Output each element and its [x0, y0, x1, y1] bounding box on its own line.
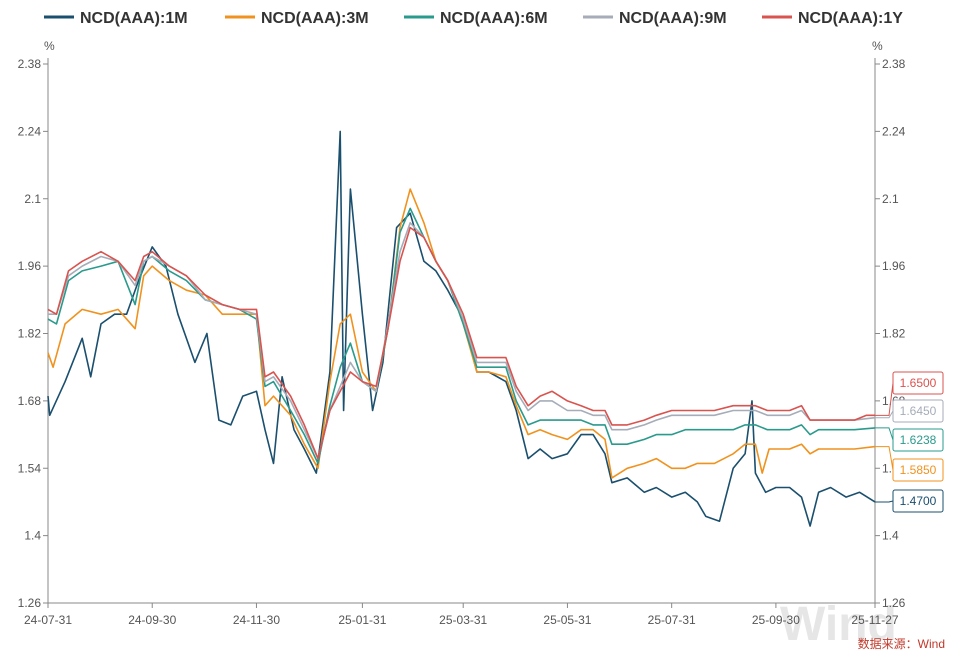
end-label-value: 1.6500 [900, 376, 937, 390]
y-unit-left: % [44, 39, 55, 53]
end-labels: 1.4700 1.5850 1.6238 1.6450 1.6500 [875, 371, 944, 513]
end-label-box [892, 489, 944, 513]
end-label-value: 1.4700 [900, 494, 937, 508]
legend-label: NCD(AAA):1M [80, 10, 188, 27]
y-tick-label-right: 1.26 [882, 596, 906, 610]
y-tick-label-left: 1.96 [18, 259, 42, 273]
x-tick-label: 25-01-31 [338, 613, 386, 627]
end-label-leader [875, 427, 894, 441]
legend: NCD(AAA):1M NCD(AAA):3M NCD(AAA):6M NCD(AAA… [44, 10, 903, 27]
source-note: 数据来源：Wind [858, 636, 945, 651]
legend-label: NCD(AAA):1Y [798, 10, 903, 27]
end-label-value: 1.5850 [900, 463, 937, 477]
y-tick-label-right: 1.4 [882, 529, 899, 543]
y-tick-label-left: 1.26 [18, 596, 42, 610]
end-label-box [892, 371, 944, 395]
x-tick-label: 24-11-30 [233, 613, 280, 627]
end-label-box [892, 428, 944, 452]
y-tick-label-left: 2.1 [24, 192, 41, 206]
axes: 1.261.261.41.41.541.541.681.681.821.821.… [18, 57, 906, 627]
series-line [47, 207, 876, 465]
y-tick-label-left: 1.68 [18, 394, 42, 408]
end-label-leader [875, 446, 894, 471]
x-tick-label: 24-07-31 [24, 613, 72, 627]
y-tick-label-right: 1.82 [882, 327, 906, 341]
series-line [47, 226, 875, 460]
x-tick-label: 25-09-30 [752, 613, 800, 627]
end-label-leader [875, 410, 894, 419]
series-line [47, 130, 876, 527]
y-unit-right: % [872, 39, 883, 53]
y-tick-label-right: 2.24 [882, 124, 906, 138]
watermark: Wind [780, 598, 897, 651]
x-tick-label: 24-09-30 [128, 613, 176, 627]
end-label-leader [875, 500, 894, 503]
y-tick-label-left: 2.38 [18, 57, 42, 71]
end-label-leader [875, 382, 894, 416]
end-label-value: 1.6238 [900, 433, 937, 447]
legend-label: NCD(AAA):9M [619, 10, 727, 27]
x-tick-label: 25-05-31 [543, 613, 591, 627]
series-layer [47, 130, 876, 527]
series-line [48, 222, 876, 460]
end-label-box [892, 399, 944, 423]
legend-label: NCD(AAA):6M [440, 10, 548, 27]
series-line [47, 188, 876, 479]
y-tick-label-left: 1.82 [18, 327, 42, 341]
y-tick-label-left: 1.54 [18, 461, 42, 475]
x-tick-label: 25-03-31 [439, 613, 487, 627]
x-tick-label: 25-07-31 [648, 613, 696, 627]
y-tick-label-right: 1.96 [882, 259, 906, 273]
y-tick-label-left: 2.24 [18, 124, 42, 138]
x-tick-label: 25-11-27 [851, 613, 898, 627]
y-tick-label-right: 2.38 [882, 57, 906, 71]
y-tick-label-left: 1.4 [24, 529, 41, 543]
end-label-value: 1.6450 [900, 404, 937, 418]
y-tick-label-right: 2.1 [882, 192, 899, 206]
legend-label: NCD(AAA):3M [261, 10, 369, 27]
end-label-box [892, 458, 944, 482]
